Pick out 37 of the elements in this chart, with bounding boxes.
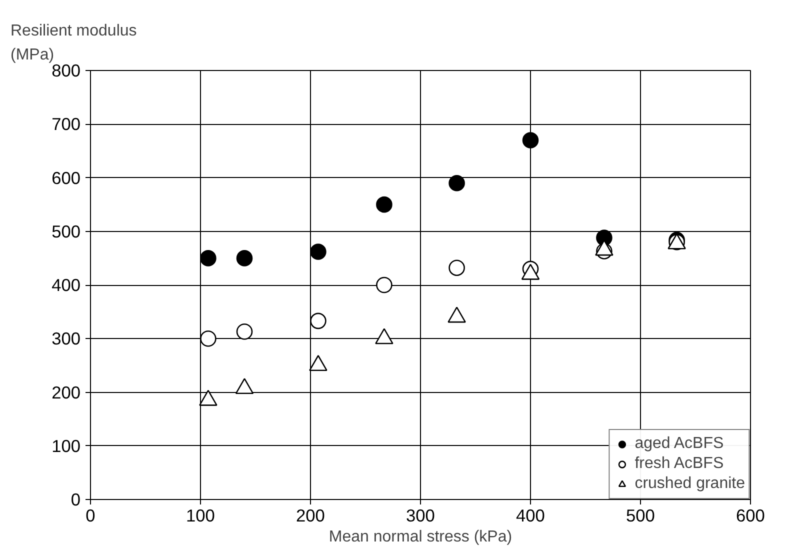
point (236, 324, 253, 340)
point (376, 196, 392, 213)
y-tick-label: 400 (52, 275, 81, 295)
x-tick-label: 300 (406, 506, 435, 526)
point (310, 312, 326, 330)
y-tick-label: 600 (52, 168, 81, 188)
y-tick-label: 500 (52, 221, 81, 242)
point (236, 250, 253, 266)
point (448, 174, 465, 192)
x-tick-label: 0 (86, 506, 96, 526)
point (448, 306, 466, 323)
point (522, 132, 539, 148)
y-axis-title: Resilient modulus (MPa) (10, 22, 137, 64)
x-axis-title: Mean normal stress (kPa) (328, 528, 512, 546)
point (309, 354, 328, 371)
x-tick-label: 600 (736, 506, 765, 526)
point (310, 244, 326, 260)
point (376, 276, 392, 294)
x-tick-label: 100 (186, 506, 215, 526)
legend-label: fresh AcBFS (634, 455, 724, 473)
point (235, 378, 254, 394)
legend-label: crushed granite (634, 475, 745, 493)
x-tick-label: 500 (626, 506, 655, 526)
y-tick-label: 800 (52, 60, 81, 80)
legend-label: aged AcBFS (634, 435, 724, 453)
point (448, 260, 465, 276)
point (199, 390, 218, 406)
y-tick-label: 700 (52, 114, 81, 134)
x-tick-label: 200 (296, 506, 325, 526)
y-tick-label: 100 (52, 436, 81, 456)
point (375, 328, 394, 344)
point (200, 330, 216, 347)
y-tick-label: 300 (52, 328, 81, 349)
y-tick-label: 200 (52, 382, 81, 402)
x-tick-label: 400 (516, 506, 545, 526)
y-tick-label: 0 (70, 490, 81, 510)
point (200, 250, 216, 266)
